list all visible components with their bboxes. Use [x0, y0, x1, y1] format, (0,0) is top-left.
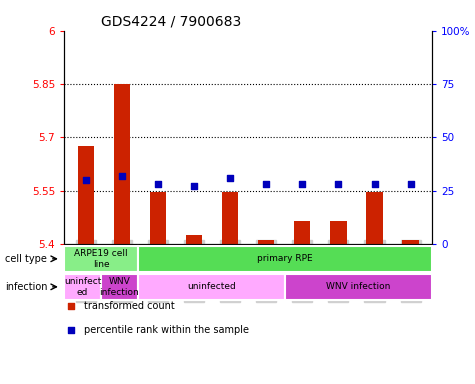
Point [82, 177, 90, 183]
Text: cell type: cell type [5, 254, 47, 264]
Text: primary RPE: primary RPE [257, 254, 313, 263]
Bar [138, 246, 432, 272]
Text: uninfected: uninfected [187, 282, 236, 291]
Bar [222, 192, 238, 244]
Point [190, 183, 198, 189]
Bar [294, 221, 311, 244]
Bar [64, 246, 138, 272]
Text: WNV infection: WNV infection [326, 282, 391, 291]
Bar [366, 192, 383, 244]
Point [407, 181, 414, 187]
Bar [77, 146, 94, 244]
Bar [64, 274, 101, 300]
Text: ARPE19 cell
line: ARPE19 cell line [74, 249, 128, 268]
Point [227, 175, 234, 181]
Bar [330, 221, 347, 244]
Bar [285, 274, 432, 300]
Text: WNV
infection: WNV infection [99, 277, 139, 296]
Point [154, 181, 162, 187]
Bar [150, 192, 166, 244]
Point [311, 208, 319, 214]
Bar [258, 240, 275, 244]
Bar [114, 84, 130, 244]
Point [298, 181, 306, 187]
Point [370, 181, 378, 187]
Bar [402, 240, 419, 244]
Point [118, 172, 126, 179]
Bar [101, 274, 138, 300]
Text: uninfect
ed: uninfect ed [64, 277, 101, 296]
Bar [138, 274, 285, 300]
Text: infection: infection [5, 282, 47, 292]
Text: percentile rank within the sample: percentile rank within the sample [85, 324, 249, 334]
Text: transformed count: transformed count [85, 301, 175, 311]
Point [262, 181, 270, 187]
Bar [186, 235, 202, 244]
Text: GDS4224 / 7900683: GDS4224 / 7900683 [101, 14, 241, 28]
Point [334, 181, 342, 187]
